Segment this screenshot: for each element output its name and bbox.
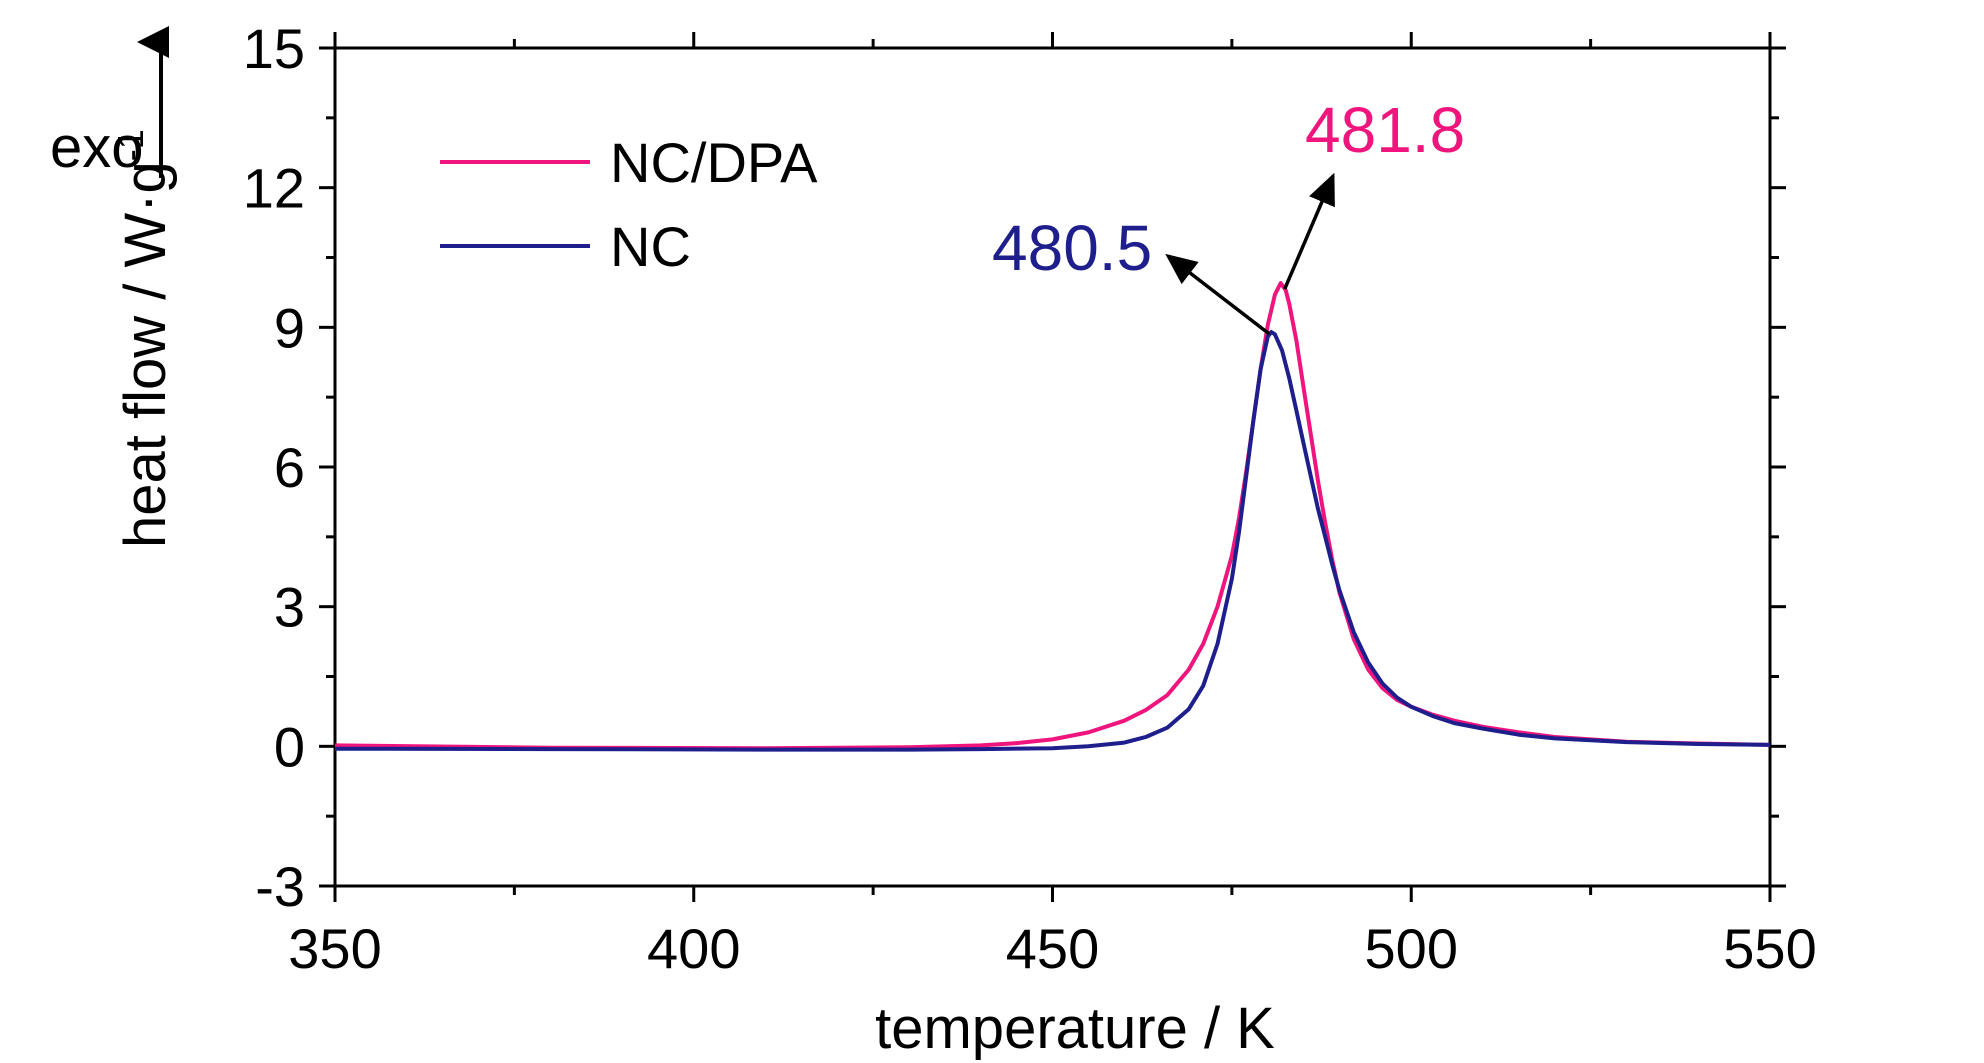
peak-label-nc: 480.5 xyxy=(992,212,1152,284)
axis-ticks: 350 400 450 500 550 -3 0 3 6 9 12 15 xyxy=(243,17,1817,980)
series-layer xyxy=(334,281,1771,752)
y-axis-title-main: heat flow / W·g xyxy=(113,161,178,548)
y-tick-label: 3 xyxy=(274,576,305,639)
peak-arrow-nc xyxy=(1165,253,1271,336)
y-tick-label: -3 xyxy=(255,855,305,918)
series-line-nc-dpa xyxy=(334,281,1771,751)
x-tick-label: 450 xyxy=(1006,917,1099,980)
y-tick-label: 15 xyxy=(243,17,305,80)
x-tick-label: 550 xyxy=(1723,917,1816,980)
peak-annotations: 481.8 480.5 xyxy=(992,94,1465,336)
svg-text:heat flow / W·g-1: heat flow / W·g-1 xyxy=(110,129,178,548)
x-tick-label: 500 xyxy=(1365,917,1458,980)
y-tick-label: 12 xyxy=(243,157,305,220)
x-axis-title: temperature / K xyxy=(875,996,1275,1061)
x-tick-label: 400 xyxy=(647,917,740,980)
y-axis-title: heat flow / W·g-1 xyxy=(110,129,178,548)
peak-label-nc-dpa: 481.8 xyxy=(1305,94,1465,166)
plot-frame xyxy=(333,46,1772,888)
y-tick-label: 6 xyxy=(274,436,305,499)
legend: NC/DPA NC xyxy=(440,131,818,278)
x-tick-label: 350 xyxy=(288,917,381,980)
series-line-nc xyxy=(334,330,1771,752)
legend-label-nc: NC xyxy=(610,215,691,278)
peak-arrow-nc-dpa xyxy=(1283,172,1335,290)
y-tick-label: 9 xyxy=(274,296,305,359)
legend-label-nc-dpa: NC/DPA xyxy=(610,131,818,194)
exo-label: exo xyxy=(50,115,144,180)
y-axis-title-sup: -1 xyxy=(110,129,151,161)
exo-indicator: exo xyxy=(50,26,169,180)
plot-border xyxy=(333,46,1772,888)
y-tick-label: 0 xyxy=(274,715,305,778)
